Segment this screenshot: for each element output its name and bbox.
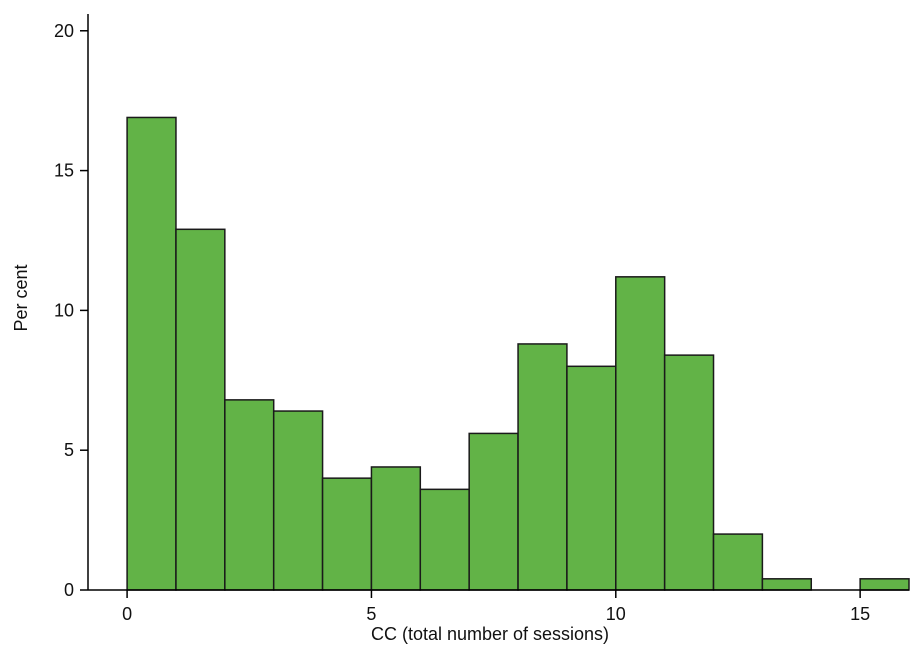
histogram-bar-5 (370, 466, 422, 591)
x-tick-label: 10 (606, 604, 626, 624)
histogram-bar-9 (566, 365, 617, 591)
histogram-bar-6 (419, 488, 470, 591)
histogram-bar-0 (126, 116, 177, 591)
histogram-bar-10 (615, 276, 666, 591)
x-tick-label: 5 (366, 604, 376, 624)
histogram-bar-2 (224, 399, 275, 591)
y-axis-ticks: 0 5 10 15 20 (54, 21, 88, 600)
histogram-bar-1 (175, 228, 226, 591)
y-tick-label: 0 (64, 580, 74, 600)
histogram-bar-3 (272, 410, 324, 591)
x-axis-label: CC (total number of sessions) (371, 624, 609, 644)
y-tick-label: 15 (54, 161, 74, 181)
x-tick-label: 15 (850, 604, 870, 624)
histogram-bar-12 (712, 533, 764, 591)
histogram-bar-13 (761, 578, 813, 591)
histogram-bar-11 (663, 354, 715, 591)
y-tick-label: 20 (54, 21, 74, 41)
y-axis-label: Per cent (11, 264, 31, 331)
y-tick-label: 10 (54, 300, 74, 320)
bars-group (126, 116, 910, 591)
y-tick-label: 5 (64, 440, 74, 460)
x-tick-label: 0 (122, 604, 132, 624)
histogram-bar-8 (517, 343, 568, 591)
x-axis-ticks: 0 5 10 15 (122, 590, 870, 624)
histogram-bar-4 (321, 477, 373, 591)
histogram-bar-7 (468, 432, 519, 591)
histogram-bar-15 (859, 578, 910, 591)
